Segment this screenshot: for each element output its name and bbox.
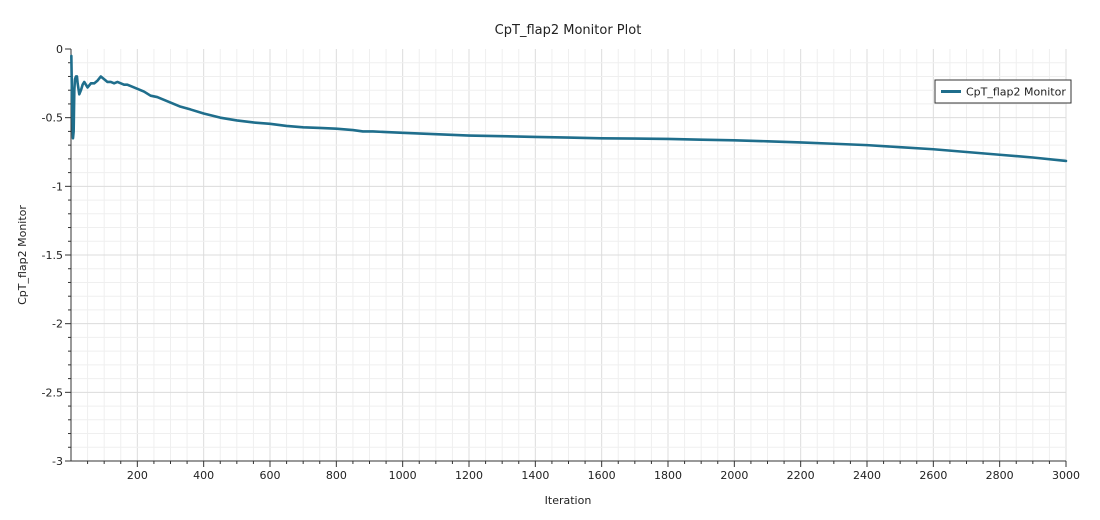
series-line xyxy=(70,54,1068,163)
x-tick-label: 200 xyxy=(127,469,148,482)
x-tick-label: 2200 xyxy=(787,469,815,482)
chart-title: CpT_flap2 Monitor Plot xyxy=(495,23,642,38)
x-tick-label: 2400 xyxy=(853,469,881,482)
y-tick-label: -2 xyxy=(52,318,63,331)
x-tick-label: 1400 xyxy=(521,469,549,482)
series-group xyxy=(70,54,1068,163)
y-tick-label: -1.5 xyxy=(42,249,63,262)
legend[interactable]: CpT_flap2 Monitor xyxy=(934,79,1072,104)
y-axis-label: CpT_flap2 Monitor xyxy=(16,205,29,305)
y-tick-label: -3 xyxy=(52,455,63,468)
x-tick-label: 1600 xyxy=(588,469,616,482)
legend-box xyxy=(934,79,1072,104)
x-tick-label: 800 xyxy=(326,469,347,482)
x-tick-label: 600 xyxy=(260,469,281,482)
x-axis-label: Iteration xyxy=(545,494,592,507)
x-tick-label: 1000 xyxy=(389,469,417,482)
grid xyxy=(71,49,1067,461)
ticks: 200 400 600 800 1000 1200 1400 1600 1800 2000 2200… xyxy=(42,43,1080,482)
x-tick-label: 1200 xyxy=(455,469,483,482)
x-tick-label: 1800 xyxy=(654,469,682,482)
x-tick-label: 400 xyxy=(193,469,214,482)
y-tick-label: -1 xyxy=(52,180,63,193)
x-tick-label: 2600 xyxy=(919,469,947,482)
y-tick-label: -2.5 xyxy=(42,386,63,399)
y-tick-label: 0 xyxy=(56,43,63,56)
x-tick-label: 2800 xyxy=(986,469,1014,482)
legend-label: CpT_flap2 Monitor xyxy=(966,86,1066,99)
x-tick-label: 2000 xyxy=(720,469,748,482)
y-tick-label: -0.5 xyxy=(42,112,63,125)
x-tick-label: 3000 xyxy=(1052,469,1080,482)
